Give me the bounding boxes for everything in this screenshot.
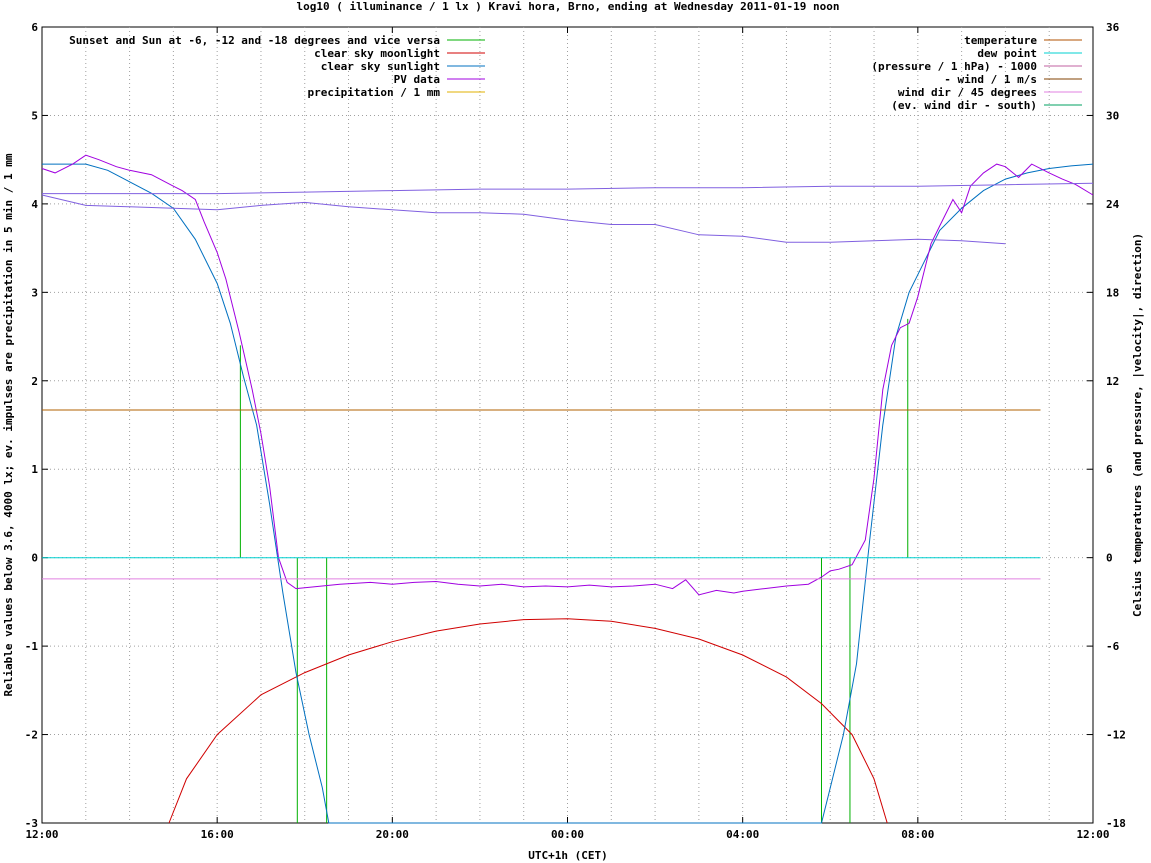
series-line xyxy=(41,154,1094,596)
legend-entry-label: - wind / 1 m/s xyxy=(944,73,1037,86)
series-group xyxy=(41,154,1094,824)
y-axis-label: Reliable values below 3.6, 4000 lx; ev. … xyxy=(2,153,15,696)
y-tick-label: 6 xyxy=(31,21,38,34)
y-tick-label: 5 xyxy=(31,109,38,122)
y2-tick-label: 24 xyxy=(1106,198,1120,211)
y2-tick-label: 0 xyxy=(1106,552,1113,565)
y-axis-ticks: -3 -2 -1 0 1 2 3 4 5 6 xyxy=(25,21,48,830)
y2-tick-label: 36 xyxy=(1106,21,1120,34)
y2-axis-label: Celsius temperatures (and pressure, |vel… xyxy=(1131,233,1144,617)
y2-tick-label: -12 xyxy=(1106,729,1126,742)
legend-entry-label: clear sky moonlight xyxy=(314,47,440,60)
grid-lines xyxy=(42,27,1093,823)
series-clear-sky-sunlight xyxy=(42,163,1094,824)
legend: Sunset and Sun at -6, -12 and -18 degree… xyxy=(69,34,1082,112)
y-tick-label: -3 xyxy=(25,817,38,830)
y-tick-label: -1 xyxy=(25,640,39,653)
series-line xyxy=(42,182,1094,195)
y2-tick-label: 12 xyxy=(1106,375,1119,388)
series-clear-sky-moonlight xyxy=(168,618,888,824)
series-line xyxy=(168,618,888,824)
y2-tick-label: -6 xyxy=(1106,640,1120,653)
legend-entry-label: wind dir / 45 degrees xyxy=(898,86,1037,99)
x-tick-label: 04:00 xyxy=(726,828,759,841)
chart-title: log10 ( illuminance / 1 lx ) Kravi hora,… xyxy=(296,0,839,13)
y2-tick-label: 6 xyxy=(1106,463,1113,476)
y-tick-label: 3 xyxy=(31,286,38,299)
series-line xyxy=(41,194,1006,245)
x-tick-label: 16:00 xyxy=(201,828,234,841)
y-tick-label: 0 xyxy=(31,552,38,565)
series-pv-data xyxy=(41,154,1094,596)
x-tick-label: 12:00 xyxy=(25,828,58,841)
legend-entry-label: precipitation / 1 mm xyxy=(308,86,441,99)
legend-entry-label: temperature xyxy=(964,34,1037,47)
y2-tick-label: 30 xyxy=(1106,109,1119,122)
legend-entry-label: (ev. wind dir - south) xyxy=(891,99,1037,112)
y-tick-label: -2 xyxy=(25,729,38,742)
series-sunset-and-sun-at-6-12-and-18-degrees-and-vice-versa xyxy=(239,318,909,823)
legend-entry-label: Sunset and Sun at -6, -12 and -18 degree… xyxy=(69,34,440,47)
legend-entry-label: (pressure / 1 hPa) - 1000 xyxy=(871,60,1037,73)
series-line xyxy=(42,163,1094,824)
x-axis-label: UTC+1h (CET) xyxy=(528,849,607,862)
y-tick-label: 1 xyxy=(31,463,38,476)
x-tick-label: 20:00 xyxy=(376,828,409,841)
legend-entry-label: clear sky sunlight xyxy=(321,60,440,73)
x-tick-label: 08:00 xyxy=(901,828,934,841)
y2-tick-label: 18 xyxy=(1106,286,1119,299)
legend-entry-label: PV data xyxy=(394,73,440,86)
series-pressure-1-hpa-1000 xyxy=(42,182,1094,195)
x-tick-label: 12:00 xyxy=(1076,828,1109,841)
legend-entry-label: dew point xyxy=(977,47,1037,60)
y2-axis-ticks: -18 -12 -6 0 6 12 18 24 30 36 xyxy=(1087,21,1126,830)
x-tick-label: 00:00 xyxy=(551,828,584,841)
y-tick-label: 4 xyxy=(31,198,38,211)
series-temperature xyxy=(41,194,1006,245)
x-axis-ticks: 12:00 16:00 20:00 00:00 04:00 08:00 12:00 xyxy=(25,27,1110,841)
y-tick-label: 2 xyxy=(31,375,38,388)
y2-tick-label: -18 xyxy=(1106,817,1126,830)
